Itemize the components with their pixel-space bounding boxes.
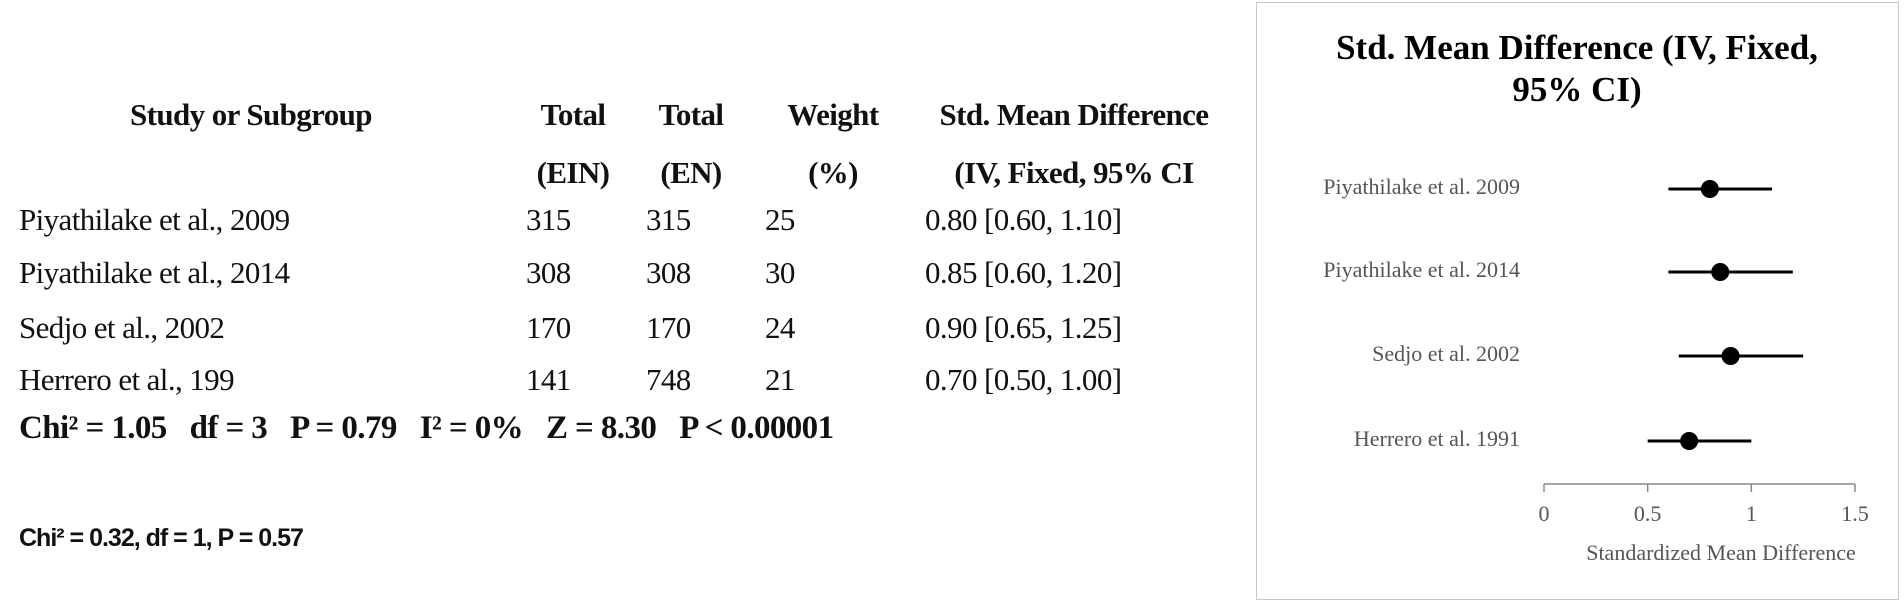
table-cell: Herrero et al., 199 [19, 362, 235, 397]
table-cell: 141 [526, 362, 571, 397]
column-header: Weight [787, 97, 879, 132]
point-estimate [1711, 263, 1730, 281]
x-tick-label: 1 [1746, 501, 1757, 526]
table-cell: 24 [765, 310, 795, 345]
table-cell: 0.80 [0.60, 1.10] [925, 202, 1122, 237]
point-estimate [1700, 180, 1719, 198]
footnote: Chi² = 0.32, df = 1, P = 0.57 [19, 524, 304, 552]
column-header: Total [658, 97, 724, 132]
table-cell: 25 [765, 202, 795, 237]
chart-title: Std. Mean Difference (IV, Fixed, 95% CI) [1336, 28, 1818, 109]
y-tick-label: Piyathilake et al. 2009 [1323, 174, 1520, 199]
column-header: Std. Mean Difference [939, 97, 1210, 132]
column-header: (%) [808, 155, 858, 190]
point-estimate [1680, 432, 1699, 450]
table-cell: Piyathilake et al., 2014 [19, 255, 290, 290]
table-cell: Piyathilake et al., 2009 [19, 202, 290, 237]
table-cell: 0.85 [0.60, 1.20] [925, 255, 1122, 290]
table-cell: 170 [526, 310, 571, 345]
point-estimate [1721, 347, 1740, 365]
column-header: Total [540, 97, 606, 132]
table-cell: 308 [646, 255, 691, 290]
chart: 0 0.5 1 1.5 Standardized Mean Difference Piya… [1323, 174, 1869, 565]
x-tick-label: 1.5 [1841, 501, 1869, 526]
study-table: Study or Subgroup Total (EIN) Total (EN) Weig… [19, 97, 1209, 552]
x-axis-label: Standardized Mean Difference [1586, 540, 1856, 565]
y-tick-label: Sedjo et al. 2002 [1372, 341, 1520, 366]
x-tick-label: 0.5 [1634, 501, 1662, 526]
forest-plot-panel: Std. Mean Difference (IV, Fixed, 95% CI)… [1256, 2, 1899, 600]
table-cell: 748 [646, 362, 691, 397]
column-header: (IV, Fixed, 95% CI [954, 155, 1194, 190]
summary-statistics: Chi² = 1.05 df = 3 P = 0.79 I² = 0% Z = … [19, 410, 834, 446]
table-cell: 308 [526, 255, 571, 290]
column-header: Study or Subgroup [130, 97, 373, 132]
table-cell: 170 [646, 310, 691, 345]
table-cell: 0.70 [0.50, 1.00] [925, 362, 1122, 397]
table-cell: 315 [646, 202, 691, 237]
table-cell: 30 [765, 255, 795, 290]
table-cell: 21 [765, 362, 795, 397]
x-tick-label: 0 [1539, 501, 1550, 526]
y-tick-label: Piyathilake et al. 2014 [1323, 257, 1520, 282]
table-cell: 315 [526, 202, 571, 237]
y-tick-label: Herrero et al. 1991 [1354, 426, 1520, 451]
column-header: (EIN) [536, 155, 610, 190]
table-cell: 0.90 [0.65, 1.25] [925, 310, 1122, 345]
table-cell: Sedjo et al., 2002 [19, 310, 225, 345]
column-header: (EN) [660, 155, 722, 190]
